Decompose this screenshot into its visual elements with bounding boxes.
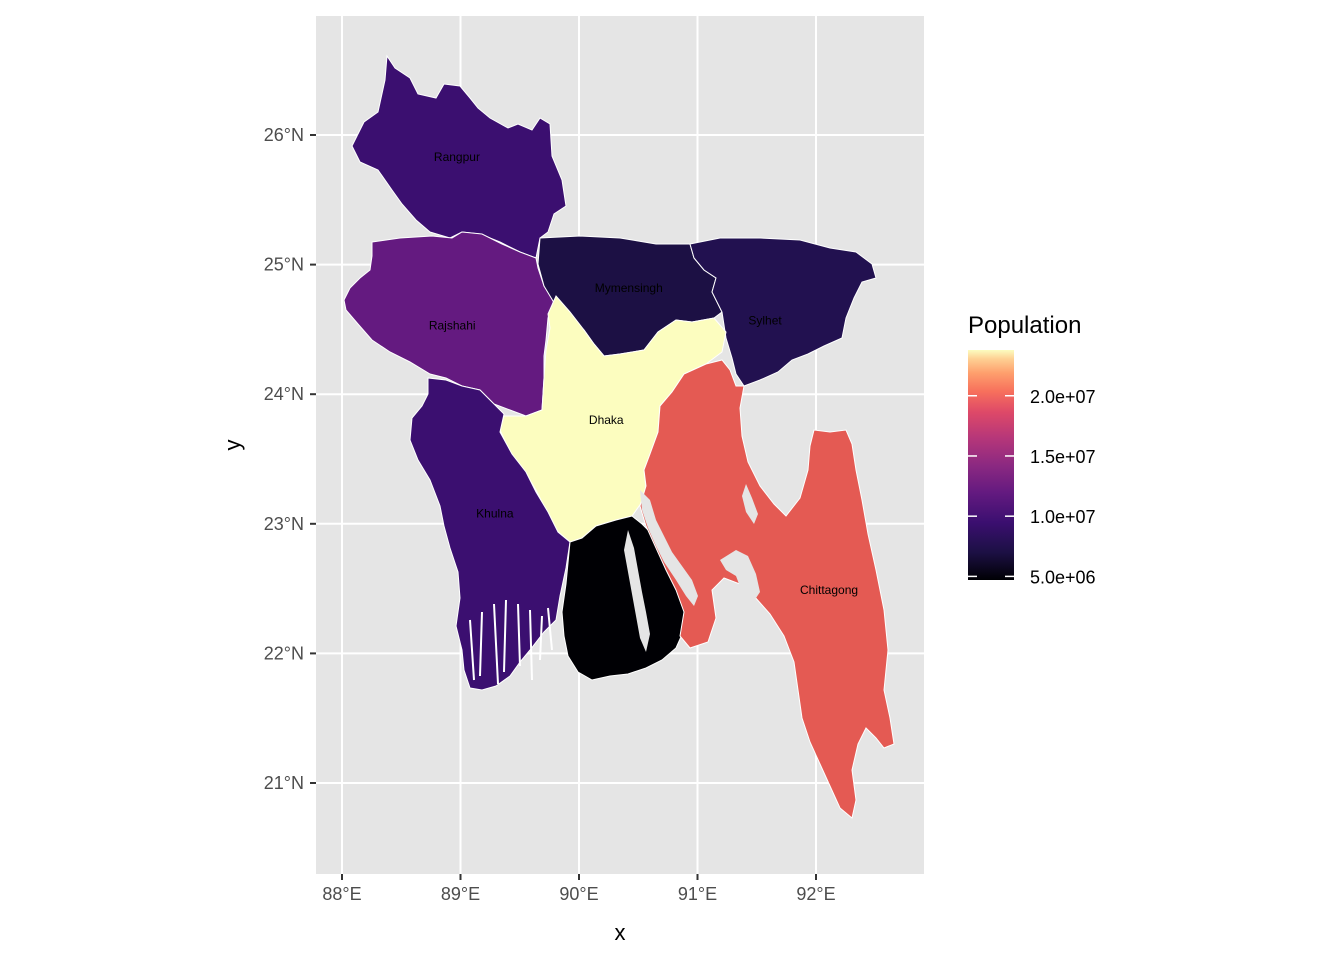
y-tick-label: 25°N	[264, 255, 304, 275]
y-tick-label: 24°N	[264, 384, 304, 404]
region-label-chittagong: Chittagong	[800, 583, 858, 597]
legend-title: Population	[968, 312, 1081, 339]
legend: Population 2.0e+07 1.5e+07 1.0e+07 5.0e+06	[968, 312, 1096, 587]
region-label-rangpur: Rangpur	[434, 150, 480, 164]
legend-label: 1.0e+07	[1030, 507, 1096, 527]
y-tick-label: 21°N	[264, 773, 304, 793]
estuary-channel	[720, 550, 760, 604]
region-labels: Rangpur Rajshahi Mymensingh Sylhet Dhaka Khul…	[429, 150, 858, 597]
region-label-rajshahi: Rajshahi	[429, 319, 476, 333]
region-chittagong	[639, 359, 895, 819]
y-tick-label: 23°N	[264, 514, 304, 534]
region-rangpur	[351, 54, 567, 259]
region-barisal	[561, 515, 689, 681]
region-label-mymensingh: Mymensingh	[595, 281, 663, 295]
estuary-channel	[640, 490, 698, 606]
legend-label: 2.0e+07	[1030, 387, 1096, 407]
x-tick-label: 91°E	[678, 884, 717, 904]
x-tick-label: 88°E	[322, 884, 361, 904]
region-label-sylhet: Sylhet	[748, 313, 782, 327]
region-label-dhaka: Dhaka	[589, 413, 624, 427]
x-tick-label: 90°E	[559, 884, 598, 904]
y-axis-title: y	[220, 440, 245, 451]
region-label-khulna: Khulna	[476, 506, 514, 520]
estuary-channel	[624, 530, 650, 652]
estuary-channel	[742, 484, 758, 524]
regions	[343, 54, 895, 819]
legend-label: 1.5e+07	[1030, 447, 1096, 467]
legend-ticks: 2.0e+07 1.5e+07 1.0e+07 5.0e+06	[968, 387, 1096, 587]
x-axis-title: x	[615, 920, 626, 945]
y-tick-label: 22°N	[264, 643, 304, 663]
region-sylhet	[689, 237, 877, 387]
x-tick-label: 92°E	[796, 884, 835, 904]
x-tick-label: 89°E	[441, 884, 480, 904]
legend-colorbar	[968, 350, 1014, 580]
y-tick-label: 26°N	[264, 125, 304, 145]
sundarbans-creeks	[469, 599, 553, 685]
axis-ticks: 88°E 89°E 90°E 91°E 92°E 21°N 22°N 23°N 24°N 25°N…	[264, 125, 836, 904]
legend-label: 5.0e+06	[1030, 567, 1096, 587]
